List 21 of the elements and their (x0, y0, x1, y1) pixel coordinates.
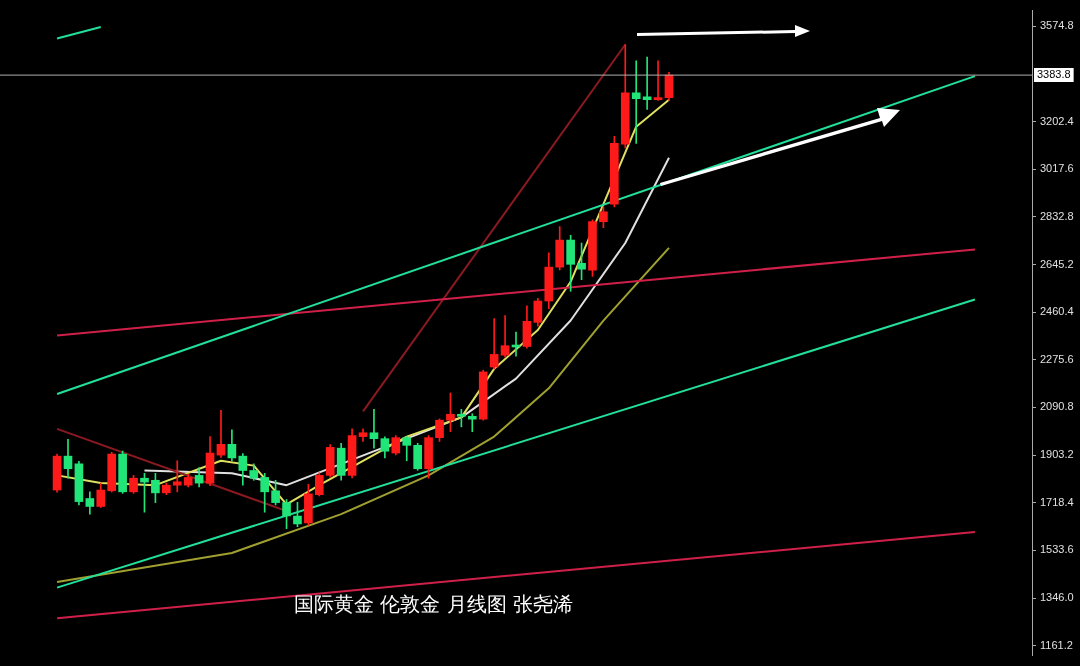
y-tick-label: 3202.4 (1040, 114, 1074, 127)
y-tick-label: 1903.2 (1040, 448, 1074, 461)
y-tick-label: 3574.8 (1040, 19, 1074, 32)
y-tick-label: 1346.0 (1040, 591, 1074, 604)
candlestick (172, 460, 182, 493)
y-tick-label: 1161.2 (1040, 638, 1073, 651)
candlestick (500, 315, 510, 358)
y-tick-label: 3017.6 (1040, 162, 1074, 175)
y-tick-label: 2832.8 (1040, 209, 1074, 222)
y-tick-label: 2460.4 (1040, 305, 1074, 318)
annotation: 国际黄金 伦敦金 月线图 张尧浠 (293, 591, 573, 616)
y-tick-label: 1533.6 (1040, 543, 1074, 556)
y-tick-label: 2090.8 (1040, 400, 1074, 413)
candlestick (467, 413, 477, 433)
candlestick (369, 409, 379, 449)
y-tick-label: 2275.6 (1040, 352, 1074, 365)
y-tick-label: 2645.2 (1040, 257, 1074, 270)
candlestick (631, 60, 641, 144)
candlestick (653, 60, 663, 101)
ref-line-label: 3383.8 (1037, 68, 1071, 81)
y-tick-label: 1718.4 (1040, 495, 1074, 508)
